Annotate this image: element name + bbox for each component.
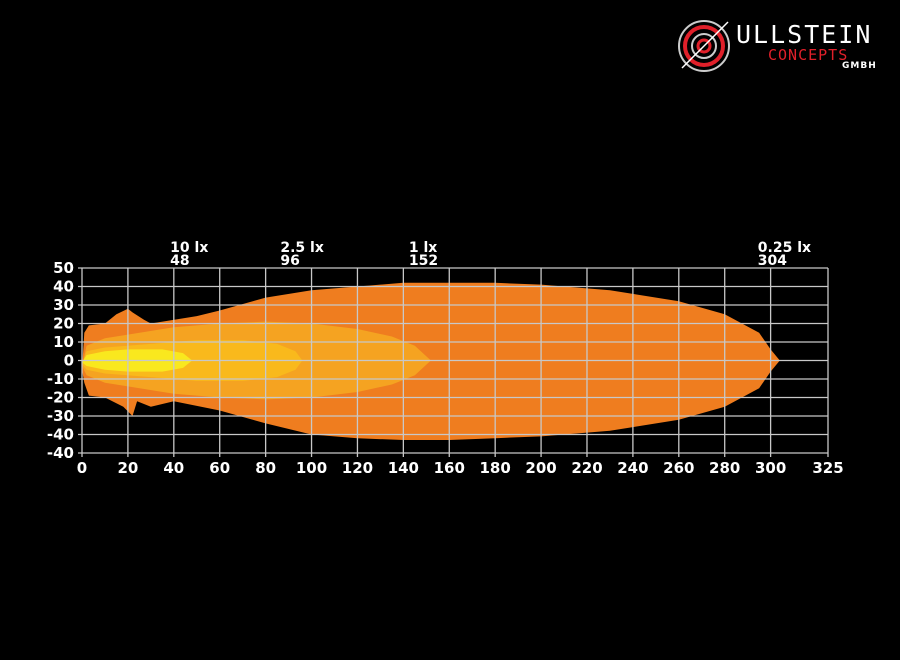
x-tick-label: 60 — [209, 459, 230, 477]
x-tick-label: 280 — [709, 459, 740, 477]
x-tick-label: 325 — [812, 459, 843, 477]
x-tick-label: 200 — [525, 459, 556, 477]
lux-label: 1 lx — [409, 240, 437, 256]
x-tick-label: 220 — [571, 459, 602, 477]
y-tick-label: 20 — [53, 315, 74, 333]
company-logo: ULLSTEIN CONCEPTS GMBH — [676, 18, 886, 76]
target-logo-icon — [678, 20, 730, 72]
x-tick-label: 260 — [663, 459, 694, 477]
distance-label: 48 — [170, 253, 189, 269]
x-tick-label: 100 — [296, 459, 327, 477]
x-tick-label: 160 — [434, 459, 465, 477]
x-tick-label: 120 — [342, 459, 373, 477]
logo-line1: ULLSTEIN — [736, 20, 873, 49]
y-tick-label: -40 — [47, 444, 74, 462]
x-tick-label: 20 — [117, 459, 138, 477]
y-tick-label: -10 — [47, 370, 74, 388]
y-tick-label: -20 — [47, 389, 74, 407]
x-tick-label: 300 — [755, 459, 786, 477]
y-tick-label: -40 — [47, 426, 74, 444]
lux-label: 2.5 lx — [280, 240, 324, 256]
logo-line2: CONCEPTS — [768, 46, 849, 64]
y-tick-label: -30 — [47, 407, 74, 425]
lux-label: 10 lx — [170, 240, 208, 256]
distance-label: 304 — [758, 253, 787, 269]
y-tick-label: 50 — [53, 259, 74, 277]
y-tick-label: 0 — [64, 352, 74, 370]
distance-label: 152 — [409, 253, 438, 269]
distance-label: 96 — [280, 253, 299, 269]
x-tick-label: 80 — [255, 459, 276, 477]
y-tick-label: 40 — [53, 278, 74, 296]
lux-label: 0.25 lx — [758, 240, 811, 256]
y-tick-label: 30 — [53, 296, 74, 314]
x-tick-label: 240 — [617, 459, 648, 477]
x-tick-label: 0 — [77, 459, 87, 477]
x-tick-label: 40 — [163, 459, 184, 477]
x-tick-label: 180 — [480, 459, 511, 477]
y-tick-label: 10 — [53, 333, 74, 351]
x-tick-label: 140 — [388, 459, 419, 477]
logo-line3: GMBH — [842, 61, 877, 71]
